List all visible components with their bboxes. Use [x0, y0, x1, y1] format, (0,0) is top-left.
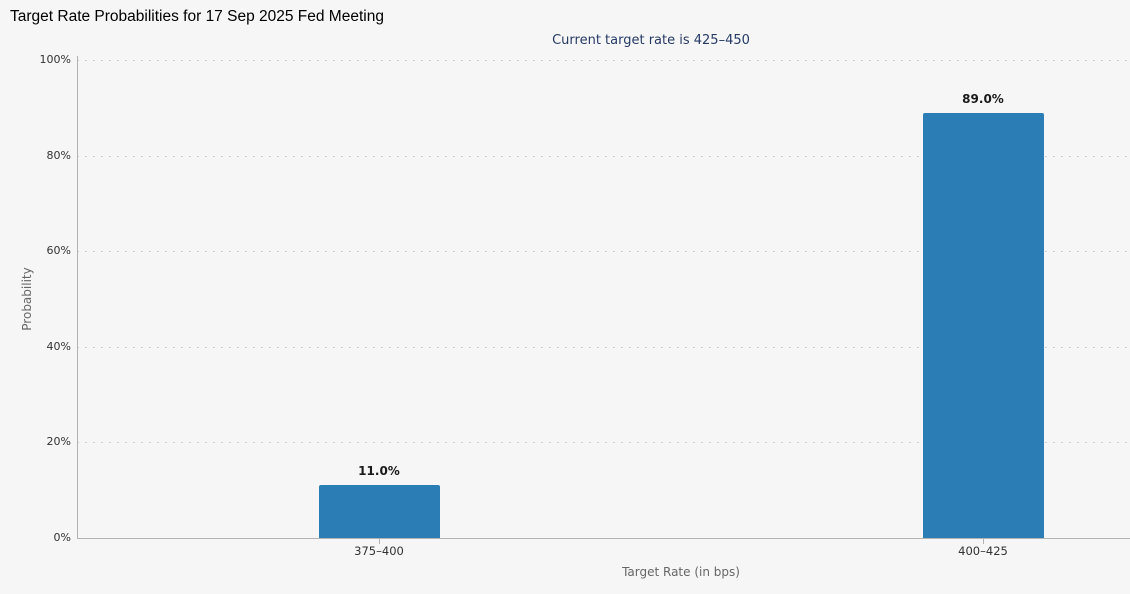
y-tick-label-40: 40%: [46, 340, 71, 353]
chart-subtitle: Current target rate is 425–450: [552, 33, 750, 48]
x-tick-375–400: [379, 539, 380, 544]
y-axis-title: Probability: [20, 267, 34, 331]
y-tick-label-60: 60%: [46, 244, 71, 257]
y-tick-label-0: 0%: [53, 531, 71, 544]
bar-value-label-400–425: 89.0%: [962, 92, 1004, 106]
chart-title: Target Rate Probabilities for 17 Sep 202…: [10, 8, 384, 25]
x-axis-line: [77, 538, 1130, 539]
bar-375–400: [319, 485, 440, 538]
x-tick-400–425: [983, 539, 984, 544]
x-category-label-400–425: 400–425: [958, 544, 1008, 558]
bar-value-label-375–400: 11.0%: [358, 464, 400, 478]
y-tick-label-20: 20%: [46, 435, 71, 448]
gridline-40: [77, 347, 1130, 348]
bar-400–425: [923, 113, 1044, 538]
y-tick-label-80: 80%: [46, 149, 71, 162]
y-tick-label-100: 100%: [39, 53, 71, 66]
gridline-100: [77, 60, 1130, 61]
y-axis-line: [77, 56, 78, 538]
gridline-60: [77, 251, 1130, 252]
x-axis-title: Target Rate (in bps): [622, 565, 740, 579]
plot-area: 11.0% 89.0%: [77, 60, 1130, 539]
x-category-label-375–400: 375–400: [354, 544, 404, 558]
gridline-20: [77, 442, 1130, 443]
gridline-80: [77, 156, 1130, 157]
